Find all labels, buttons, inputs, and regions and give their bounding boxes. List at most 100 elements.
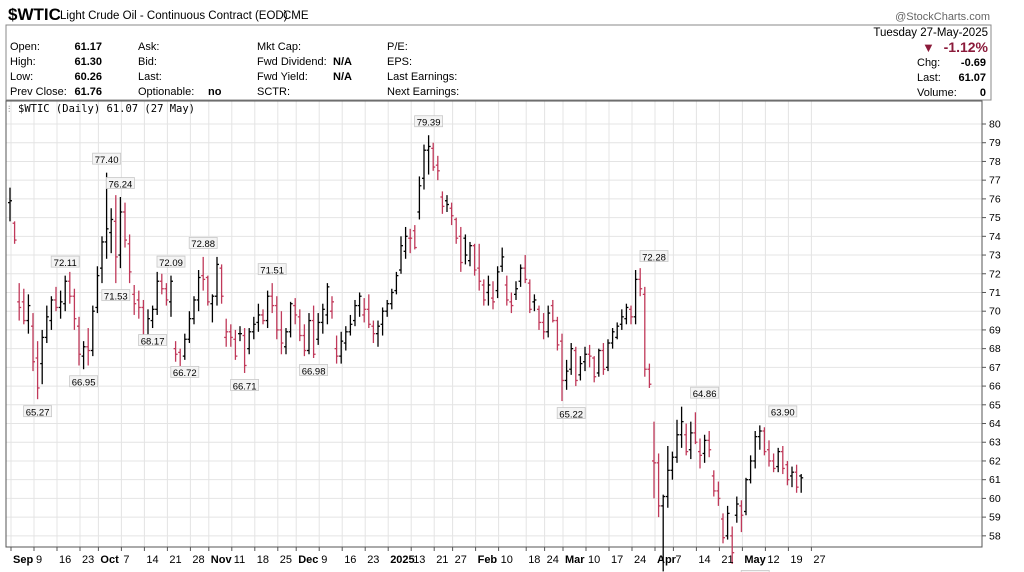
ohlc-bar bbox=[440, 191, 445, 214]
ohlc-bar bbox=[748, 455, 753, 484]
ohlc-bar bbox=[233, 329, 238, 360]
price-annotation: 65.27 bbox=[23, 405, 53, 418]
ohlc-bar bbox=[297, 309, 302, 342]
price-annotation: 71.53 bbox=[101, 289, 131, 302]
y-tick-label: 73 bbox=[989, 250, 1001, 262]
ohlc-bar bbox=[389, 288, 394, 310]
ohlc-bar bbox=[569, 343, 574, 375]
ohlc-bar bbox=[578, 356, 583, 381]
ohlc-bar bbox=[734, 496, 739, 523]
ohlc-bar bbox=[256, 303, 261, 332]
ohlc-bar bbox=[730, 526, 735, 564]
ohlc-bar bbox=[518, 264, 523, 287]
ohlc-bar bbox=[242, 328, 247, 373]
annotation-label: 72.28 bbox=[642, 252, 666, 263]
ohlc-bar bbox=[132, 284, 137, 315]
x-tick-label: 24 bbox=[547, 554, 559, 566]
ohlc-bar bbox=[698, 438, 702, 469]
annotation-label: 72.09 bbox=[159, 258, 183, 269]
ohlc-bar bbox=[21, 288, 26, 325]
annotation-label: 65.27 bbox=[26, 407, 50, 418]
quote-value: N/A bbox=[333, 71, 352, 83]
x-tick-label: 13 bbox=[413, 554, 425, 566]
y-tick-label: 70 bbox=[989, 306, 1001, 318]
x-tick-label: 10 bbox=[501, 554, 513, 566]
annotation-label: 66.95 bbox=[72, 378, 96, 389]
ohlc-bar bbox=[334, 335, 339, 364]
quote-label: Volume: bbox=[917, 87, 957, 99]
ohlc-bar bbox=[247, 328, 252, 355]
y-tick-label: 62 bbox=[989, 455, 1001, 467]
ohlc-bar bbox=[408, 228, 413, 254]
ohlc-bar bbox=[541, 313, 546, 340]
ohlc-bar bbox=[642, 286, 647, 377]
ohlc-bar bbox=[721, 513, 725, 544]
ohlc-bar bbox=[77, 316, 81, 366]
x-tick-label: 21 bbox=[721, 554, 733, 566]
y-tick-label: 79 bbox=[989, 137, 1001, 149]
quote-label: Last Earnings: bbox=[387, 71, 457, 83]
x-tick-label: 10 bbox=[588, 554, 600, 566]
ohlc-bar bbox=[320, 303, 325, 334]
annotation-label: 66.72 bbox=[173, 368, 197, 379]
annotation-label: 66.71 bbox=[233, 381, 257, 392]
ohlc-bar bbox=[454, 217, 459, 244]
ohlc-bar bbox=[109, 208, 114, 254]
ohlc-bar bbox=[739, 500, 744, 533]
quote-label: Fwd Dividend: bbox=[257, 56, 327, 68]
quote-label: Low: bbox=[10, 71, 33, 83]
ohlc-bar bbox=[491, 281, 495, 310]
annotation-label: 72.88 bbox=[191, 239, 215, 250]
ohlc-bar bbox=[403, 226, 408, 259]
ohlc-bar bbox=[371, 320, 376, 344]
ohlc-bar bbox=[463, 234, 468, 265]
ohlc-bar bbox=[426, 135, 431, 175]
ohlc-bar bbox=[675, 419, 679, 463]
quote-label: Fwd Yield: bbox=[257, 71, 308, 83]
x-tick-label: Sep bbox=[13, 554, 33, 566]
y-tick-label: 74 bbox=[989, 231, 1001, 243]
ohlc-bar bbox=[606, 339, 610, 372]
ohlc-bar bbox=[670, 451, 675, 480]
ohlc-bar bbox=[537, 305, 541, 330]
ohlc-bar bbox=[615, 322, 620, 340]
annotation-label: 77.40 bbox=[95, 155, 119, 166]
ohlc-bar bbox=[366, 294, 371, 329]
ohlc-bar bbox=[40, 329, 45, 385]
annotation-label: 76.24 bbox=[109, 179, 133, 190]
x-tick-label: 23 bbox=[367, 554, 379, 566]
ohlc-bar bbox=[417, 176, 422, 220]
ohlc-bar bbox=[785, 460, 790, 486]
y-tick-label: 75 bbox=[989, 212, 1001, 224]
quote-label: EPS: bbox=[387, 56, 412, 68]
quote-label: Prev Close: bbox=[10, 86, 67, 98]
ohlc-bar bbox=[118, 197, 123, 269]
quote-label: Optionable: bbox=[138, 86, 194, 98]
y-tick-label: 69 bbox=[989, 324, 1001, 336]
ohlc-bar bbox=[169, 275, 173, 317]
ohlc-bar bbox=[348, 314, 353, 336]
y-tick-label: 65 bbox=[989, 399, 1001, 411]
legend-mark-icon: ⫶ bbox=[8, 104, 10, 114]
annotation-label: 68.17 bbox=[141, 336, 165, 347]
ohlc-bar bbox=[619, 309, 624, 330]
x-tick-label: Nov bbox=[211, 554, 233, 566]
ohlc-bar bbox=[196, 270, 201, 312]
ohlc-bar bbox=[228, 324, 233, 347]
ohlc-bar bbox=[95, 266, 100, 314]
price-annotation: 66.95 bbox=[69, 375, 98, 389]
chart-legend: $WTIC (Daily) 61.07 (27 May) bbox=[18, 103, 195, 115]
x-tick-label: Feb bbox=[478, 554, 498, 566]
y-tick-label: 76 bbox=[989, 193, 1001, 205]
ohlc-bar bbox=[265, 290, 270, 329]
ohlc-bar bbox=[159, 273, 164, 295]
ohlc-bar bbox=[63, 275, 68, 312]
price-annotation: 77.40 bbox=[92, 152, 121, 166]
x-tick-label: 24 bbox=[634, 554, 646, 566]
ohlc-bar bbox=[26, 294, 31, 334]
annotation-label: 66.98 bbox=[302, 366, 326, 377]
ohlc-bar bbox=[339, 331, 344, 364]
ohlc-bar bbox=[307, 313, 311, 355]
x-tick-label: Dec bbox=[298, 554, 318, 566]
y-tick-label: 80 bbox=[989, 119, 1001, 131]
